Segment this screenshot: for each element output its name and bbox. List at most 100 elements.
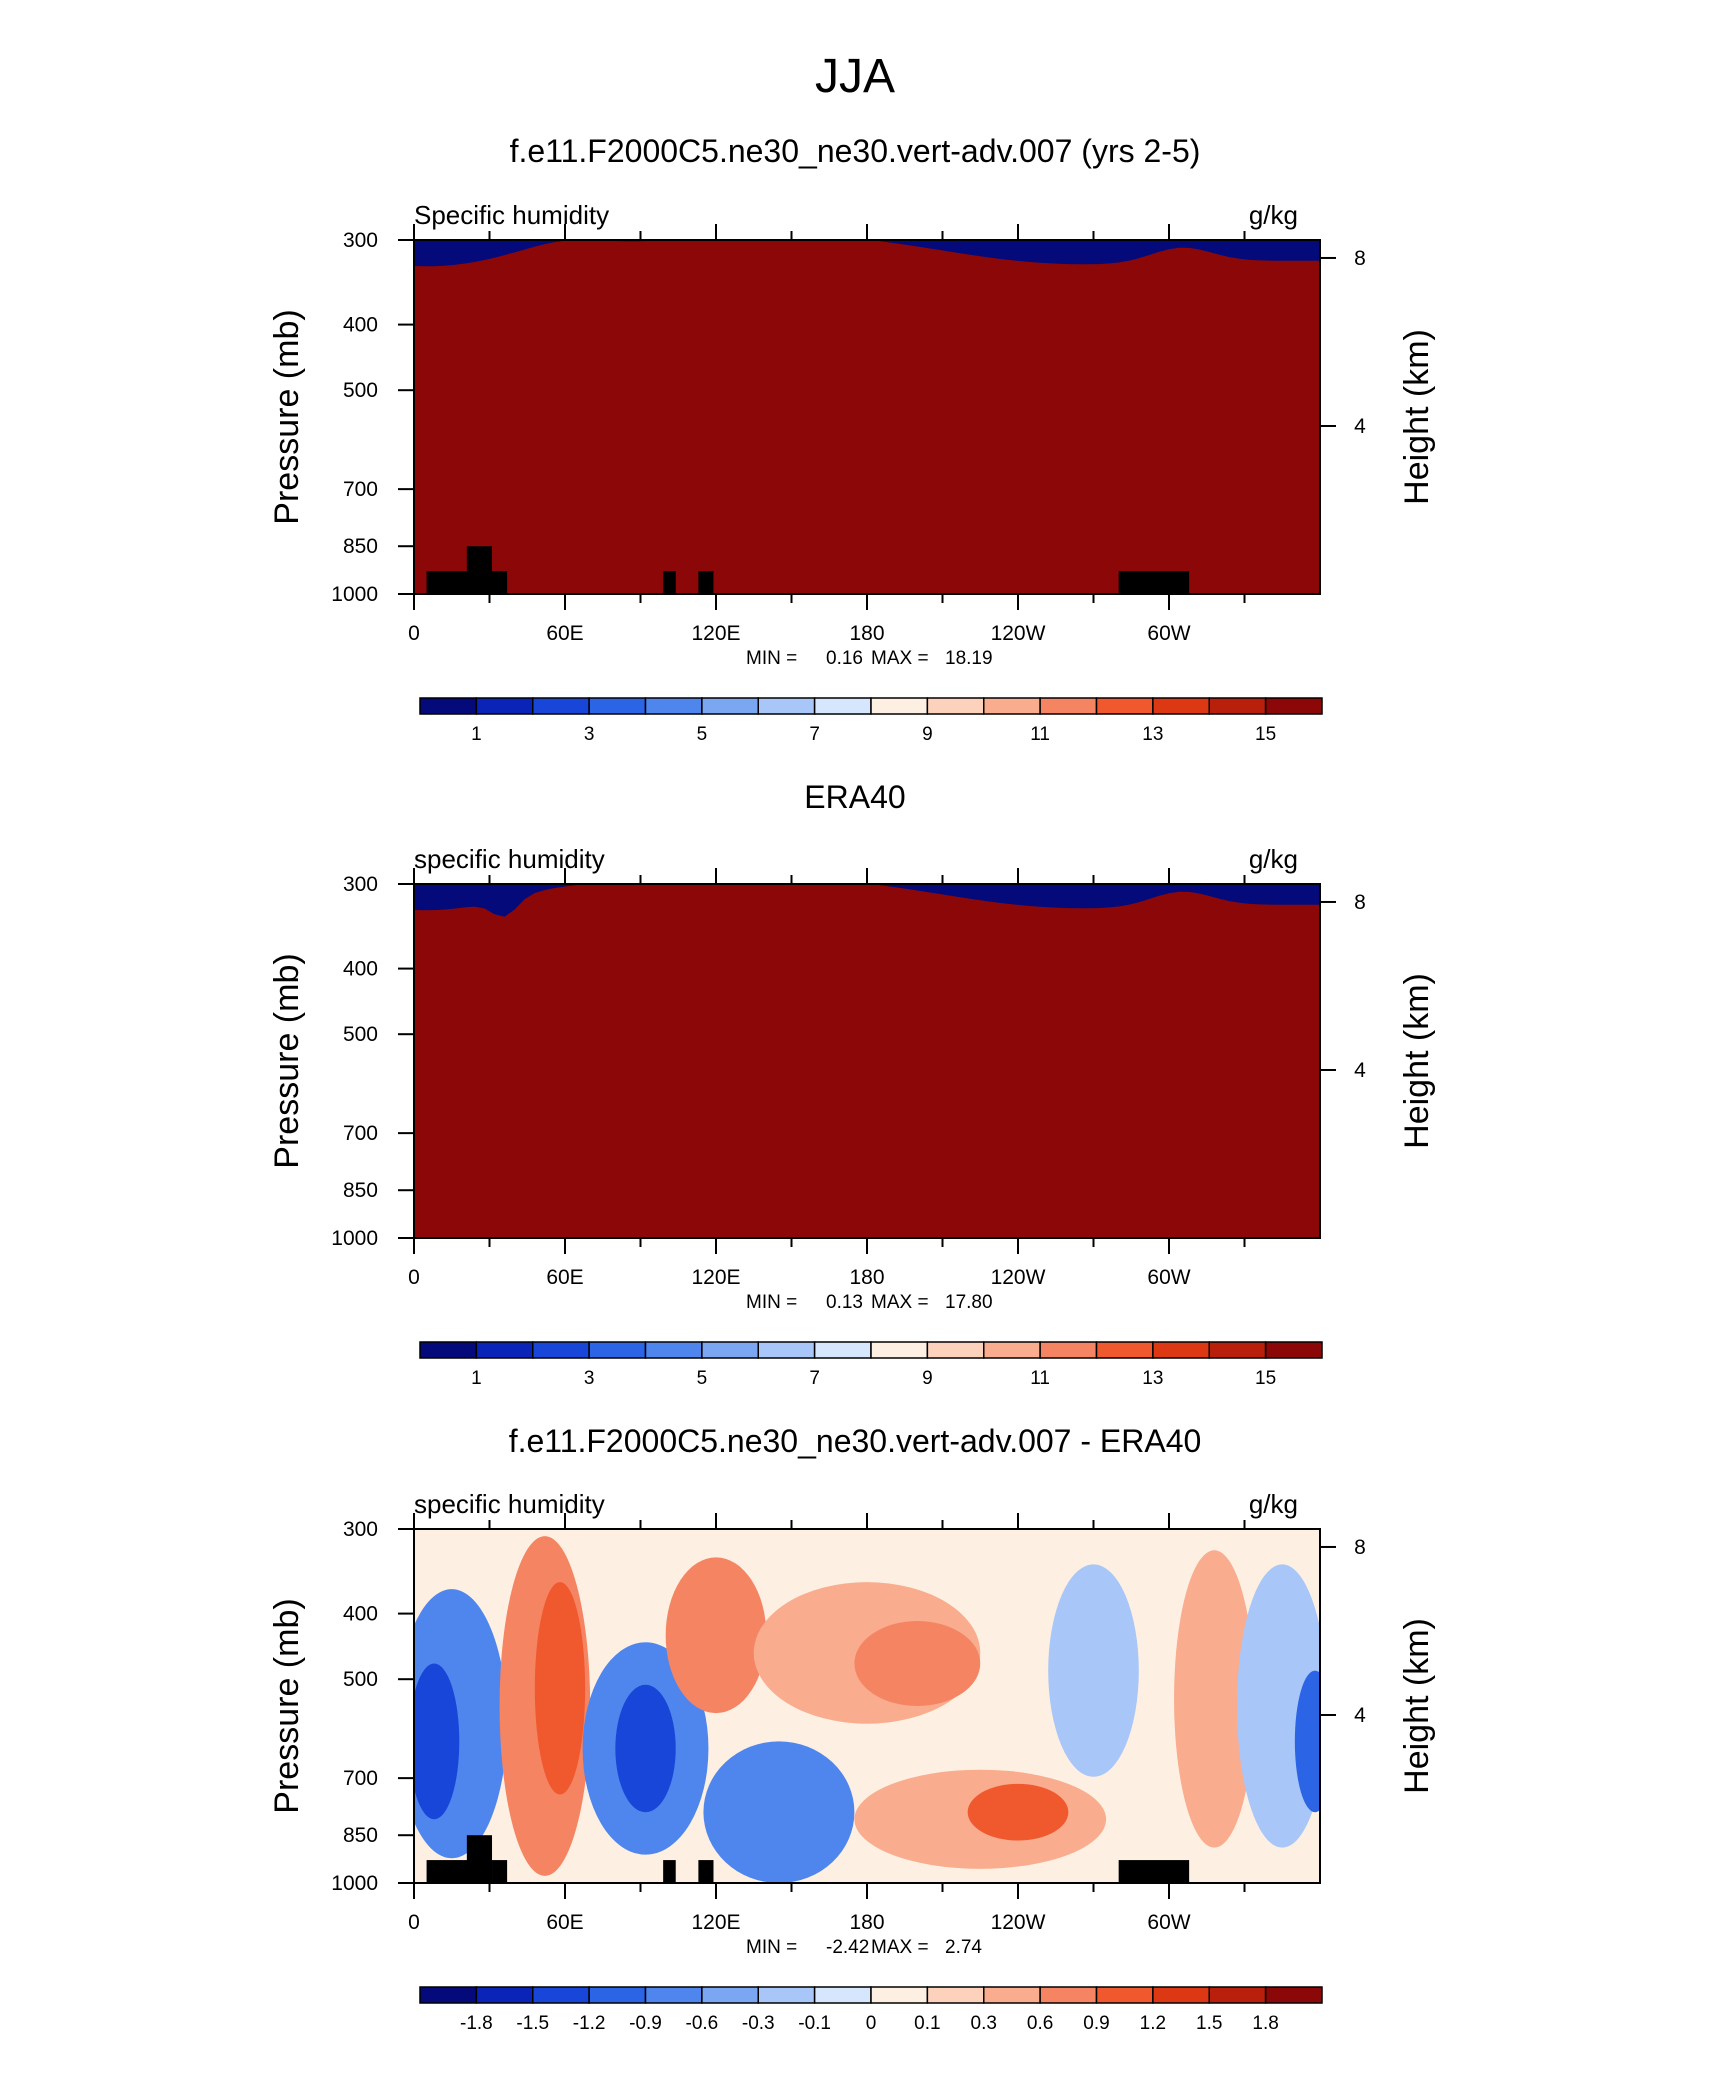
colorbar-label: 9	[922, 1368, 933, 1389]
field	[414, 240, 1320, 594]
topography-mask	[1118, 1860, 1190, 1883]
colorbar-swatch	[926, 1341, 985, 1359]
colorbar-label: 3	[584, 1368, 595, 1389]
units-label: g/kg	[1249, 200, 1298, 230]
units-label: g/kg	[1249, 844, 1298, 874]
colorbar-label: 5	[697, 1368, 708, 1389]
colorbar-label: 13	[1142, 1368, 1163, 1389]
colorbar-swatch	[532, 697, 590, 715]
colorbar-label: 0	[866, 2013, 877, 2034]
colorbar-swatch	[419, 1341, 478, 1359]
topography-mask	[426, 1860, 477, 1883]
colorbar-swatch	[475, 1986, 534, 2004]
contour-band	[1048, 1564, 1139, 1777]
topography-mask	[426, 571, 477, 594]
y2-tick-label: 8	[1354, 891, 1366, 914]
colorbar-swatch	[1095, 697, 1154, 715]
y2-axis-title: Height (km)	[1398, 1618, 1436, 1794]
contour-band	[534, 1582, 586, 1795]
max-label: MAX =	[871, 648, 929, 669]
variable-label: specific humidity	[414, 1489, 605, 1519]
colorbar-swatch	[588, 1986, 647, 2004]
y-tick-label: 700	[343, 1767, 378, 1790]
colorbar-label: 1.5	[1196, 2013, 1222, 2034]
colorbar-label: 0.1	[914, 2013, 940, 2034]
colorbar-swatch	[870, 697, 929, 715]
y2-tick-label: 4	[1354, 1059, 1366, 1082]
colorbar-swatch	[1208, 1986, 1267, 2004]
panel-title: f.e11.F2000C5.ne30_ne30.vert-adv.007 - E…	[509, 1423, 1202, 1459]
x-tick-label: 60W	[1147, 622, 1190, 645]
colorbar-swatch	[419, 697, 478, 715]
topography-mask	[698, 1860, 714, 1883]
field	[414, 884, 1320, 1238]
y-tick-label: 400	[343, 314, 378, 337]
colorbar-swatch	[588, 1341, 647, 1359]
colorbar-swatch	[983, 697, 1041, 715]
contour-band	[1294, 1670, 1320, 1813]
colorbar-label: 3	[584, 724, 595, 745]
colorbar-swatch	[983, 1341, 1041, 1359]
colorbar-label: 7	[809, 724, 820, 745]
colorbar-label: 0.9	[1083, 2013, 1109, 2034]
colorbar-label: 0.3	[971, 2013, 997, 2034]
colorbar-label: -0.3	[742, 2013, 775, 2034]
y-tick-label: 850	[343, 1179, 378, 1202]
min-label: MIN =	[746, 1292, 797, 1313]
colorbar-label: 11	[1030, 1368, 1050, 1389]
contour-band	[967, 1783, 1069, 1841]
max-value: 2.74	[945, 1937, 982, 1958]
colorbar-swatch	[757, 1986, 816, 2004]
contour-band	[414, 240, 1320, 594]
topography-mask	[492, 571, 508, 594]
colorbar-swatch	[701, 1986, 759, 2004]
colorbar-label: -0.1	[798, 2013, 831, 2034]
panel-title: ERA40	[804, 779, 905, 815]
x-tick-label: 120W	[991, 1266, 1046, 1289]
colorbar-swatch	[926, 697, 985, 715]
colorbar-swatch	[1039, 1341, 1098, 1359]
colorbar-swatch	[701, 697, 759, 715]
topography-mask	[466, 546, 493, 594]
contour-band	[414, 1663, 460, 1820]
colorbar-swatch	[1152, 1986, 1210, 2004]
colorbar-label: 7	[809, 1368, 820, 1389]
colorbar-swatch	[1152, 697, 1210, 715]
colorbar-swatch	[813, 1341, 872, 1359]
y2-tick-label: 8	[1354, 247, 1366, 270]
y-tick-label: 500	[343, 1023, 378, 1046]
colorbar-swatch	[1039, 697, 1098, 715]
topography-mask	[663, 1860, 676, 1883]
min-label: MIN =	[746, 1937, 797, 1958]
y-tick-label: 700	[343, 478, 378, 501]
colorbar-swatch	[1208, 1341, 1267, 1359]
contour-band	[854, 1621, 981, 1706]
contour-band	[703, 1741, 855, 1883]
x-tick-label: 120W	[991, 622, 1046, 645]
colorbar-label: -1.5	[516, 2013, 549, 2034]
colorbar-swatch	[983, 1986, 1041, 2004]
max-label: MAX =	[871, 1292, 929, 1313]
contour-band	[1174, 1550, 1255, 1848]
colorbar-label: 9	[922, 724, 933, 745]
y-tick-label: 1000	[331, 1227, 378, 1250]
topography-mask	[466, 1835, 493, 1883]
y-tick-label: 300	[343, 1518, 378, 1541]
figure-title: JJA	[815, 50, 895, 103]
topography-mask	[492, 1860, 508, 1883]
colorbar-label: -0.6	[686, 2013, 719, 2034]
y-tick-label: 1000	[331, 1872, 378, 1895]
colorbar-label: -1.2	[573, 2013, 606, 2034]
colorbar-swatch	[588, 697, 647, 715]
x-tick-label: 60E	[546, 1911, 583, 1934]
min-value: 0.13	[826, 1292, 863, 1313]
colorbar-swatch	[757, 1341, 816, 1359]
colorbar-swatch	[419, 1986, 478, 2004]
x-tick-label: 60E	[546, 1266, 583, 1289]
colorbar-swatch	[532, 1986, 590, 2004]
contour-band	[414, 884, 1320, 1238]
y-tick-label: 850	[343, 535, 378, 558]
x-tick-label: 180	[849, 1911, 884, 1934]
y-tick-label: 300	[343, 229, 378, 252]
